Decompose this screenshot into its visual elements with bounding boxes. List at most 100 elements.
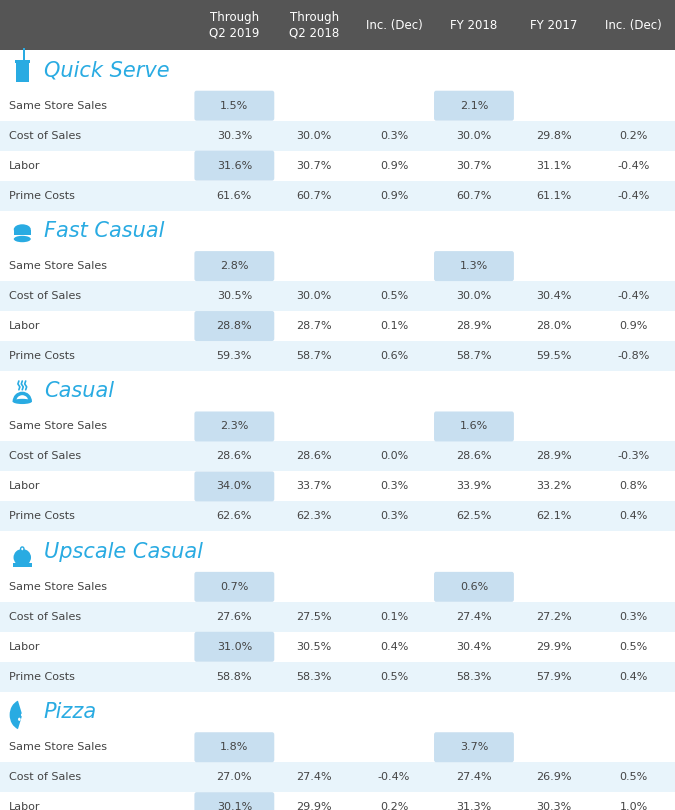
Bar bbox=[0, 632, 675, 662]
Text: 0.9%: 0.9% bbox=[620, 321, 648, 331]
Bar bbox=[0, 692, 675, 732]
Text: Through
Q2 2018: Through Q2 2018 bbox=[289, 11, 340, 40]
Text: 30.3%: 30.3% bbox=[217, 130, 252, 141]
Text: 58.8%: 58.8% bbox=[217, 671, 252, 682]
Text: 29.9%: 29.9% bbox=[536, 642, 572, 652]
Text: -0.4%: -0.4% bbox=[378, 772, 410, 782]
Text: 0.5%: 0.5% bbox=[620, 642, 648, 652]
Bar bbox=[13, 563, 32, 567]
Text: 0.1%: 0.1% bbox=[380, 321, 408, 331]
FancyBboxPatch shape bbox=[434, 251, 514, 281]
Text: 27.4%: 27.4% bbox=[456, 772, 492, 782]
Bar bbox=[0, 411, 675, 441]
Text: Prime Costs: Prime Costs bbox=[9, 671, 75, 682]
Text: Fast Casual: Fast Casual bbox=[44, 221, 164, 241]
Bar bbox=[0, 91, 675, 121]
Text: 30.0%: 30.0% bbox=[296, 130, 332, 141]
Bar bbox=[0, 0, 675, 50]
Text: 30.7%: 30.7% bbox=[296, 160, 332, 171]
Text: Casual: Casual bbox=[44, 382, 114, 401]
Text: Labor: Labor bbox=[9, 481, 40, 492]
Text: -0.4%: -0.4% bbox=[618, 190, 650, 201]
Text: Prime Costs: Prime Costs bbox=[9, 511, 75, 522]
Text: 62.6%: 62.6% bbox=[217, 511, 252, 522]
Text: Upscale Casual: Upscale Casual bbox=[44, 542, 202, 561]
Text: 30.5%: 30.5% bbox=[296, 642, 332, 652]
Wedge shape bbox=[9, 701, 22, 729]
Circle shape bbox=[18, 718, 21, 721]
Text: 28.6%: 28.6% bbox=[456, 451, 491, 462]
Text: FY 2018: FY 2018 bbox=[450, 19, 497, 32]
FancyBboxPatch shape bbox=[194, 311, 274, 341]
Text: 30.0%: 30.0% bbox=[456, 130, 491, 141]
Text: Same Store Sales: Same Store Sales bbox=[9, 742, 107, 752]
Text: 1.8%: 1.8% bbox=[220, 742, 248, 752]
Text: 28.6%: 28.6% bbox=[296, 451, 332, 462]
Ellipse shape bbox=[14, 236, 31, 242]
Text: 30.0%: 30.0% bbox=[456, 291, 491, 301]
Bar bbox=[0, 762, 675, 792]
Text: 57.9%: 57.9% bbox=[536, 671, 572, 682]
Bar bbox=[0, 311, 675, 341]
Text: 62.3%: 62.3% bbox=[296, 511, 332, 522]
Text: 28.8%: 28.8% bbox=[217, 321, 252, 331]
Text: 33.7%: 33.7% bbox=[296, 481, 332, 492]
Text: 27.0%: 27.0% bbox=[217, 772, 252, 782]
Text: 60.7%: 60.7% bbox=[456, 190, 491, 201]
Bar bbox=[0, 441, 675, 471]
Text: 29.8%: 29.8% bbox=[536, 130, 572, 141]
Circle shape bbox=[21, 714, 24, 717]
Bar bbox=[0, 732, 675, 762]
Text: Inc. (Dec): Inc. (Dec) bbox=[605, 19, 662, 32]
Circle shape bbox=[20, 547, 24, 551]
Bar bbox=[0, 531, 675, 572]
Text: 0.7%: 0.7% bbox=[220, 582, 248, 592]
Bar bbox=[0, 121, 675, 151]
FancyBboxPatch shape bbox=[194, 572, 274, 602]
Bar bbox=[0, 211, 675, 251]
Text: 59.5%: 59.5% bbox=[536, 351, 572, 361]
Text: 61.1%: 61.1% bbox=[536, 190, 572, 201]
Text: 0.1%: 0.1% bbox=[380, 612, 408, 622]
Text: Cost of Sales: Cost of Sales bbox=[9, 612, 81, 622]
Text: 62.5%: 62.5% bbox=[456, 511, 491, 522]
Text: 0.4%: 0.4% bbox=[620, 671, 648, 682]
Text: 31.3%: 31.3% bbox=[456, 802, 491, 810]
Text: 30.0%: 30.0% bbox=[296, 291, 332, 301]
Text: 60.7%: 60.7% bbox=[296, 190, 332, 201]
Text: 27.5%: 27.5% bbox=[296, 612, 332, 622]
Text: 1.0%: 1.0% bbox=[620, 802, 648, 810]
Text: 27.4%: 27.4% bbox=[456, 612, 492, 622]
Text: 58.3%: 58.3% bbox=[456, 671, 491, 682]
Text: 34.0%: 34.0% bbox=[217, 481, 252, 492]
FancyBboxPatch shape bbox=[194, 91, 274, 121]
Bar bbox=[14, 230, 31, 235]
Text: 0.2%: 0.2% bbox=[380, 802, 408, 810]
Bar bbox=[0, 151, 675, 181]
Text: Quick Serve: Quick Serve bbox=[44, 61, 169, 80]
Ellipse shape bbox=[13, 399, 32, 404]
FancyBboxPatch shape bbox=[194, 411, 274, 441]
Text: Same Store Sales: Same Store Sales bbox=[9, 100, 107, 111]
FancyBboxPatch shape bbox=[194, 732, 274, 762]
FancyBboxPatch shape bbox=[194, 151, 274, 181]
Text: 0.3%: 0.3% bbox=[380, 130, 408, 141]
Text: 33.2%: 33.2% bbox=[536, 481, 572, 492]
Text: Labor: Labor bbox=[9, 802, 40, 810]
Text: 3.7%: 3.7% bbox=[460, 742, 488, 752]
Text: 0.3%: 0.3% bbox=[380, 511, 408, 522]
Text: 0.5%: 0.5% bbox=[620, 772, 648, 782]
Text: 31.0%: 31.0% bbox=[217, 642, 252, 652]
Text: 27.6%: 27.6% bbox=[217, 612, 252, 622]
Text: 30.4%: 30.4% bbox=[456, 642, 491, 652]
Text: Same Store Sales: Same Store Sales bbox=[9, 421, 107, 432]
Bar bbox=[0, 251, 675, 281]
FancyBboxPatch shape bbox=[194, 792, 274, 810]
Bar bbox=[24, 48, 25, 64]
Text: 0.8%: 0.8% bbox=[620, 481, 648, 492]
Text: Cost of Sales: Cost of Sales bbox=[9, 772, 81, 782]
Text: Prime Costs: Prime Costs bbox=[9, 190, 75, 201]
Text: -0.3%: -0.3% bbox=[618, 451, 650, 462]
Text: 28.0%: 28.0% bbox=[536, 321, 572, 331]
Text: 0.2%: 0.2% bbox=[620, 130, 648, 141]
